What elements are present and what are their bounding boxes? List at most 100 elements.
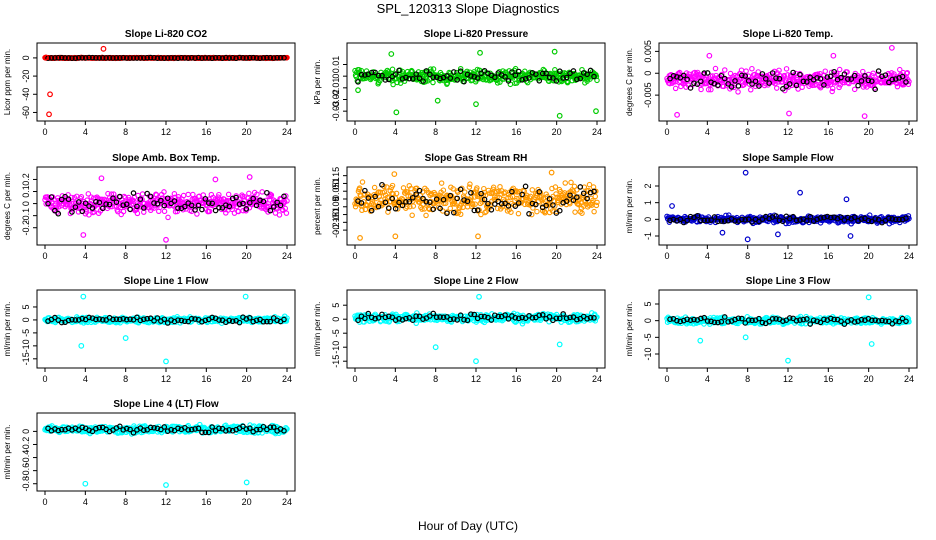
panel-title: Slope Line 2 Flow — [434, 276, 519, 287]
overlay-point — [257, 197, 263, 204]
data-point — [885, 70, 891, 77]
overlay-point — [188, 202, 195, 209]
overlay-point — [86, 54, 92, 61]
overlay-point — [526, 211, 532, 217]
overlay-point — [827, 73, 834, 80]
overlay-point — [776, 217, 783, 224]
overlay-point — [756, 83, 762, 89]
overlay-point — [250, 54, 256, 61]
overlay-point — [797, 71, 803, 78]
overlay-point — [580, 190, 587, 197]
overlay-point — [365, 195, 372, 201]
overlay-point — [226, 203, 233, 210]
overlay-points — [355, 181, 597, 217]
overlay-point — [260, 198, 267, 205]
overlay-point — [243, 206, 250, 212]
overlay-point — [550, 202, 556, 208]
overlay-point — [253, 55, 260, 61]
overlay-point — [838, 214, 844, 221]
overlay-point — [875, 217, 882, 223]
data-point — [720, 83, 727, 90]
overlay-point — [277, 202, 284, 209]
data-point — [822, 68, 829, 74]
overlay-point — [718, 72, 725, 79]
overlay-point — [396, 199, 402, 206]
outlier-point — [785, 357, 791, 364]
x-tick-label: 8 — [123, 374, 128, 384]
outlier-point — [551, 48, 558, 55]
x-tick-label: 4 — [393, 251, 398, 261]
overlay-point — [899, 73, 906, 80]
overlay-point — [577, 184, 584, 190]
y-tick-label: -10 — [643, 347, 653, 360]
data-point — [359, 179, 366, 185]
plot-frame — [346, 289, 606, 369]
overlay-point — [667, 75, 673, 82]
overlay-point — [701, 217, 708, 224]
overlay-point — [543, 202, 549, 209]
y-tick-label: -20 — [21, 70, 31, 83]
outlier-point — [355, 87, 361, 94]
series-points — [42, 189, 290, 221]
overlay-point — [543, 70, 549, 77]
data-point — [747, 87, 754, 93]
overlay-point — [368, 69, 375, 76]
overlay-point — [485, 200, 491, 207]
overlay-point — [281, 193, 287, 200]
overlay-point — [745, 216, 752, 223]
data-point — [860, 68, 866, 75]
y-tick-label: 0.2 — [21, 173, 31, 186]
overlay-point — [704, 70, 711, 76]
overlay-point — [851, 214, 858, 221]
data-point — [897, 66, 903, 73]
outlier-point — [697, 337, 704, 344]
overlay-point — [732, 218, 738, 224]
x-tick-label: 4 — [393, 127, 398, 137]
overlay-point — [786, 81, 793, 87]
overlay-point — [845, 76, 851, 82]
overlay-point — [718, 218, 725, 224]
overlay-point — [824, 74, 831, 80]
overlay-point — [368, 207, 375, 214]
outlier-point — [797, 189, 803, 196]
data-point — [452, 201, 458, 207]
overlay-point — [55, 210, 62, 217]
overlay-point — [793, 217, 800, 224]
y-tick-label: 0 — [331, 317, 341, 322]
overlay-point — [502, 200, 508, 207]
overlay-point — [821, 214, 827, 221]
overlay-point — [123, 201, 130, 208]
overlay-point — [236, 54, 243, 61]
overlay-point — [386, 76, 392, 83]
data-point — [268, 192, 275, 198]
outlier-point — [473, 101, 479, 108]
x-tick-label: 0 — [664, 251, 669, 261]
overlay-point — [65, 196, 72, 203]
overlay-point — [130, 55, 137, 61]
overlay-point — [450, 209, 457, 216]
outlier-point — [98, 175, 105, 182]
data-point — [481, 189, 488, 196]
panel-title: Slope Gas Stream RH — [425, 153, 528, 164]
overlay-point — [212, 207, 219, 214]
outlier-point — [473, 358, 479, 365]
overlay-point — [409, 76, 416, 82]
x-tick-label: 24 — [282, 374, 292, 384]
outlier-point — [432, 344, 439, 351]
overlay-point — [752, 78, 759, 85]
x-tick-label: 4 — [705, 251, 710, 261]
overlay-point — [694, 81, 701, 87]
overlay-point — [382, 199, 389, 206]
overlay-point — [62, 55, 68, 61]
overlay-point — [257, 55, 263, 61]
y-tick-label: -0.02 — [331, 89, 341, 110]
overlay-point — [817, 75, 824, 82]
outlier-point — [122, 335, 129, 341]
x-tick-label: 0 — [352, 251, 357, 261]
overlay-point — [48, 55, 55, 61]
data-point — [389, 66, 396, 73]
overlay-point — [144, 54, 150, 61]
x-tick-label: 24 — [592, 127, 602, 137]
data-point — [440, 187, 447, 193]
